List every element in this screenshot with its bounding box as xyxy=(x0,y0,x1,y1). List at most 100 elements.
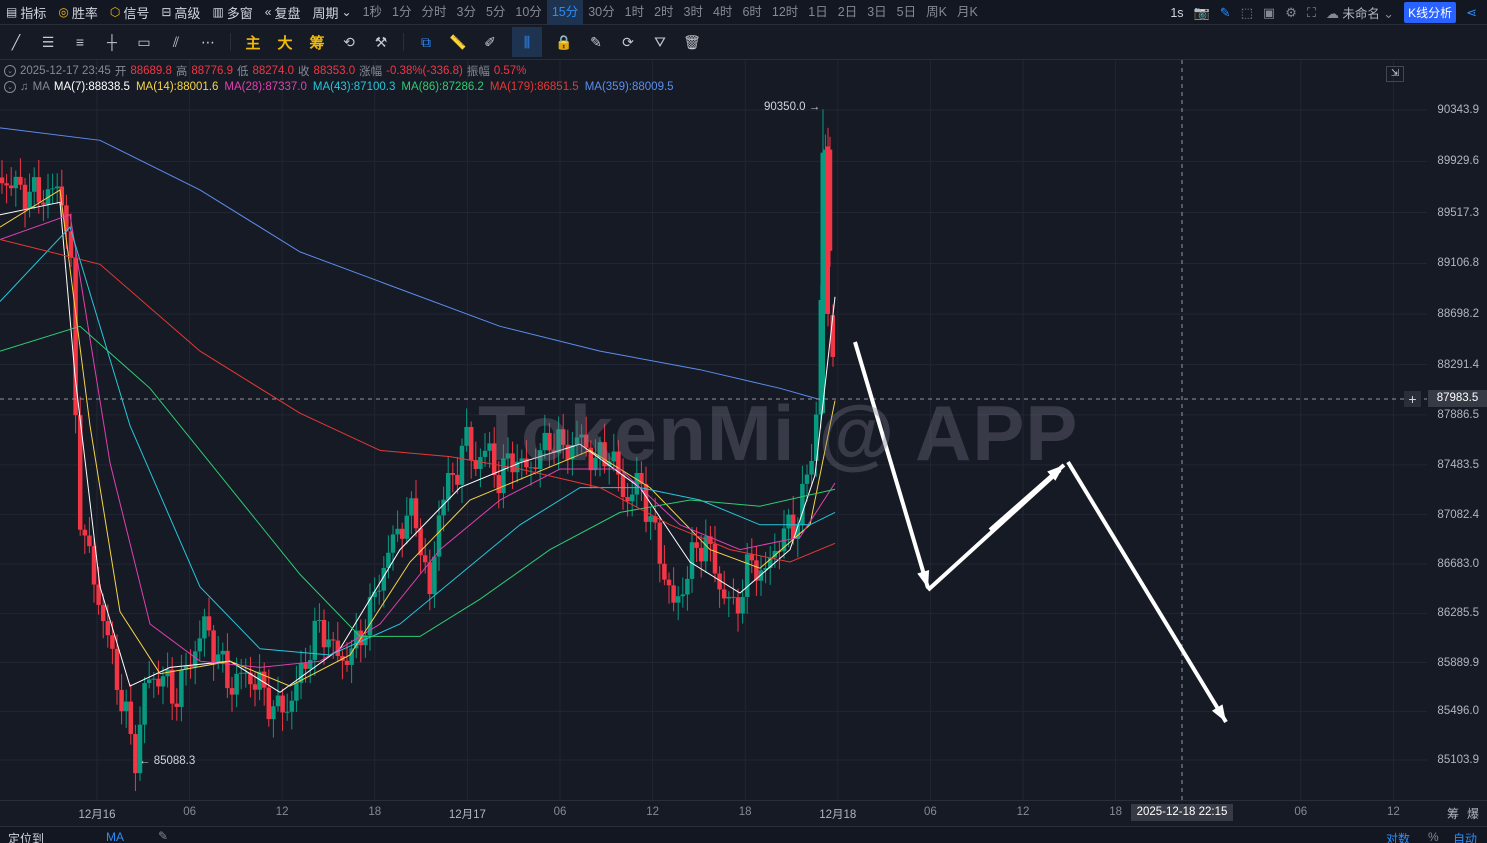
win-rate-button[interactable]: ◎ 胜率 xyxy=(52,0,104,25)
period-19[interactable]: 月K xyxy=(956,4,978,19)
share-icon[interactable]: ⋖ xyxy=(1466,4,1477,20)
price-tick: 89929.6 xyxy=(1437,155,1479,168)
hline-icon[interactable]: ☰ xyxy=(41,33,55,50)
period-0[interactable]: 1秒 xyxy=(362,4,383,19)
period-14[interactable]: 1日 xyxy=(808,4,828,19)
log-scale-button[interactable]: 对数 xyxy=(1386,832,1411,843)
template-icon[interactable]: ⬚ xyxy=(1240,4,1253,20)
kline-analysis-button[interactable]: K线分析 xyxy=(1404,2,1457,23)
candle-body xyxy=(726,596,732,599)
rectangle-icon[interactable]: ▭ xyxy=(137,33,151,50)
trash-icon[interactable]: 🗑 xyxy=(683,33,701,50)
percent-scale-button[interactable]: % xyxy=(1428,830,1439,843)
replay-button[interactable]: «复盘 xyxy=(259,0,307,25)
annotation-arrow-down-2 xyxy=(1066,460,1228,724)
period-9[interactable]: 2时 xyxy=(654,4,674,19)
period-13[interactable]: 12时 xyxy=(771,4,799,19)
chart-area[interactable]: TokenMi @ APP ⌄ 2025-12-17 23:45 开 88689.… xyxy=(0,60,1487,826)
period-16[interactable]: 3日 xyxy=(867,4,887,19)
period-dropdown[interactable]: 周期 ⌄ xyxy=(307,0,358,25)
layout-icon[interactable]: ▣ xyxy=(1262,4,1276,20)
period-18[interactable]: 周K xyxy=(926,4,947,19)
liquidation-toggle[interactable]: 爆 xyxy=(1466,807,1479,821)
win-rate-label: 胜率 xyxy=(71,5,98,21)
interval-button[interactable]: 1s xyxy=(1170,5,1184,20)
period-10[interactable]: 3时 xyxy=(683,4,703,19)
add-alert-icon[interactable]: + xyxy=(1404,391,1421,407)
big-order-button[interactable]: 大 xyxy=(277,34,293,52)
collapse-icon[interactable]: ⌄ xyxy=(4,65,16,77)
magnet-icon[interactable]: ⟳ xyxy=(622,33,634,50)
chart-name-dropdown[interactable]: ☁ 未命名 ⌄ xyxy=(1326,3,1394,22)
note-icon[interactable]: ✎ xyxy=(590,33,602,50)
chevron-down-icon: ⌄ xyxy=(1383,6,1395,21)
cross-icon[interactable]: ┼ xyxy=(107,34,117,50)
settings-icon[interactable]: ⚙ xyxy=(1285,4,1297,20)
indicator-button[interactable]: ▤ 指标 xyxy=(0,0,52,25)
period-6[interactable]: 15分 xyxy=(546,0,584,25)
period-1[interactable]: 1分 xyxy=(392,4,412,19)
pen-icon[interactable]: ✐ xyxy=(484,33,496,50)
candle-body xyxy=(229,688,235,695)
camera-icon[interactable]: 📷 xyxy=(1193,4,1210,20)
fib-icon[interactable]: ⫽ xyxy=(172,33,180,50)
period-5[interactable]: 10分 xyxy=(515,4,542,19)
chip-button[interactable]: 筹 xyxy=(309,34,325,52)
candle-body xyxy=(275,695,281,707)
candle-body xyxy=(344,660,350,665)
candle-body xyxy=(418,528,423,556)
locate-button[interactable]: 定位到 xyxy=(8,832,45,843)
main-chart-button[interactable]: 主 xyxy=(245,34,261,52)
period-4[interactable]: 5分 xyxy=(485,4,506,19)
edit-icon[interactable]: ✎ xyxy=(158,829,169,843)
candle-body xyxy=(271,706,276,720)
filter-icon[interactable]: ⛛ xyxy=(654,33,666,50)
time-tick: 12月18 xyxy=(819,809,857,821)
period-17[interactable]: 5日 xyxy=(896,4,917,19)
pencil-icon[interactable]: ✎ xyxy=(1219,4,1231,20)
period-3[interactable]: 3分 xyxy=(456,4,476,19)
candle-body xyxy=(18,176,23,185)
bell-icon[interactable]: ♫ xyxy=(20,81,29,93)
ma-tab[interactable]: MA xyxy=(106,830,124,843)
advanced-button[interactable]: ⊟ 高级 xyxy=(155,0,206,25)
fullscreen-icon[interactable]: ⛶ xyxy=(1306,4,1316,20)
lock-icon[interactable]: 🔒 xyxy=(555,33,573,50)
chip-toggle[interactable]: 筹 xyxy=(1446,807,1459,821)
collapse-icon[interactable]: ⌄ xyxy=(4,81,16,93)
multi-window-button[interactable]: ▥ 多窗 xyxy=(206,0,258,25)
price-axis[interactable]: 90343.9 89929.6 89517.3 89106.8 88698.2 88291… xyxy=(1427,60,1487,800)
period-7[interactable]: 30分 xyxy=(588,4,615,19)
candle-body xyxy=(830,315,835,357)
parallel-icon[interactable]: ≡ xyxy=(75,34,85,50)
time-tick: 12月16 xyxy=(78,809,116,821)
tool-icon[interactable]: ⚒ xyxy=(374,33,388,50)
time-tick: 12 xyxy=(646,806,659,818)
candle-body xyxy=(441,499,446,516)
price-chart[interactable] xyxy=(0,60,1487,826)
period-15[interactable]: 2日 xyxy=(837,4,858,19)
signal-button[interactable]: ⬡ 信号 xyxy=(104,0,156,25)
candle-body xyxy=(767,557,773,569)
price-tick: 89106.8 xyxy=(1437,257,1479,270)
ma-values: MA(7):88838.5 MA(14):88001.6 MA(28):87337.… xyxy=(54,81,674,93)
period-2[interactable]: 分时 xyxy=(421,4,447,19)
settings-icon[interactable]: ⟲ xyxy=(343,33,355,50)
candle-icon[interactable]: ⫼ xyxy=(512,27,542,57)
signal-label: 信号 xyxy=(123,5,150,21)
advanced-label: 高级 xyxy=(174,5,201,21)
period-8[interactable]: 1时 xyxy=(624,4,645,19)
candle-body xyxy=(13,176,19,189)
candle-body xyxy=(547,432,552,451)
more-icon[interactable]: ⋯ xyxy=(201,33,215,50)
trendline-icon[interactable]: ╱ xyxy=(11,33,21,50)
auto-scale-button[interactable]: 自动 xyxy=(1453,832,1478,843)
collapse-panel-icon[interactable]: ⇲ xyxy=(1386,66,1404,82)
candle-body xyxy=(758,570,764,581)
period-12[interactable]: 6时 xyxy=(742,4,762,19)
copy-icon[interactable]: ⧉ xyxy=(421,33,431,50)
time-axis[interactable]: 2025-12-18 22:15 筹 爆 12月16 06 12 18 12月17 06 1… xyxy=(0,800,1487,824)
multi-window-icon: ▥ xyxy=(212,5,224,19)
ruler-icon[interactable]: 📏 xyxy=(449,33,467,50)
period-11[interactable]: 4时 xyxy=(712,4,733,19)
